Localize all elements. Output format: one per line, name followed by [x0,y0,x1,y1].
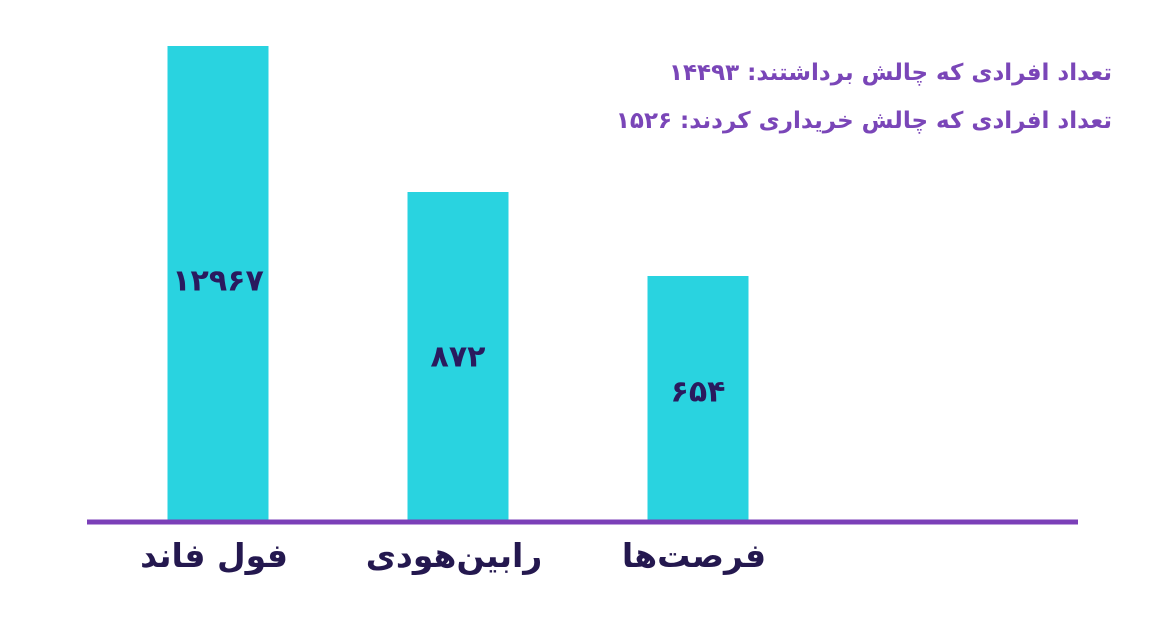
bar-2 [407,192,509,522]
annotation-challenge-buyers: تعداد افرادی که چالش خریداری کردند: ۱۵۲۶ [615,108,1112,134]
category-label-3: فرصت‌ها [622,536,766,576]
value-label-2: ۸۷۲ [431,340,486,375]
bar-1 [167,46,269,522]
value-label-3: ۶۵۴ [671,375,726,410]
bar-3 [647,276,749,522]
value-label-1: ۱۲۹۶۷ [172,264,264,299]
category-label-1: فول فاند [140,536,288,576]
category-label-2: رابین‌هودی [366,536,543,576]
annotation-challenge-takers: تعداد افرادی که چالش برداشتند: ۱۴۴۹۳ [668,60,1112,86]
